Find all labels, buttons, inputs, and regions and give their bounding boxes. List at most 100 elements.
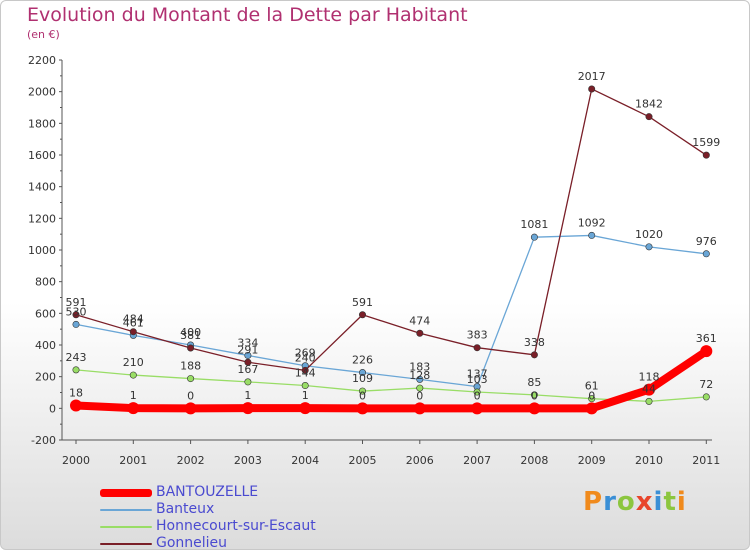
data-label: 128: [409, 369, 430, 382]
data-label: 0: [474, 389, 481, 402]
legend-item: Banteux: [100, 501, 360, 518]
legend: BANTOUZELLE Banteux Honnecourt-sur-Escaut G…: [100, 484, 360, 552]
legend-label: Honnecourt-sur-Escaut: [156, 518, 316, 534]
data-label: 243: [66, 351, 87, 364]
data-label: 226: [352, 354, 373, 367]
data-point: [471, 402, 484, 415]
x-tick-label: 2010: [635, 454, 663, 467]
legend-item: Gonnelieu: [100, 535, 360, 552]
data-label: 109: [352, 372, 373, 385]
data-point: [702, 393, 710, 401]
data-point: [530, 391, 538, 399]
data-label: 240: [295, 351, 316, 364]
data-point: [358, 369, 366, 377]
data-label: 269: [295, 347, 316, 360]
data-point: [356, 402, 369, 415]
data-label: 591: [352, 296, 373, 309]
data-label: 338: [524, 336, 545, 349]
data-point: [70, 399, 82, 412]
data-point: [702, 151, 710, 159]
data-label: 1599: [692, 136, 720, 149]
data-label: 0: [588, 389, 595, 402]
x-tick-label: 2004: [291, 454, 319, 467]
data-point: [416, 384, 424, 392]
data-point: [413, 402, 426, 415]
data-point: [127, 402, 140, 415]
data-label: 530: [66, 305, 87, 318]
data-label: 0: [416, 389, 423, 402]
data-point: [702, 250, 710, 258]
data-label: 118: [639, 371, 660, 384]
line-chart: -200020040060080010001200140016001800200…: [28, 54, 720, 467]
data-label: 976: [696, 235, 717, 248]
series-line-Gonnelieu: [75, 88, 707, 371]
y-tick-label: 1600: [28, 149, 56, 162]
data-point: [473, 344, 481, 352]
data-point: [358, 311, 366, 319]
legend-swatch: [100, 526, 152, 528]
data-point: [588, 85, 596, 93]
legend-label: Gonnelieu: [156, 535, 228, 551]
data-point: [244, 378, 252, 386]
x-tick-label: 2006: [406, 454, 434, 467]
data-label: 0: [531, 389, 538, 402]
x-tick-label: 2008: [520, 454, 548, 467]
data-label: 1092: [578, 216, 606, 229]
data-point: [184, 402, 197, 415]
data-point: [358, 387, 366, 395]
y-tick-label: 200: [35, 371, 56, 384]
x-tick-label: 2005: [349, 454, 377, 467]
data-point: [645, 397, 653, 405]
data-point: [244, 351, 252, 359]
data-point: [528, 402, 541, 415]
y-tick-label: -200: [31, 434, 56, 447]
y-tick-label: 1800: [28, 117, 56, 130]
x-tick-label: 2011: [692, 454, 720, 467]
y-tick-label: 800: [35, 276, 56, 289]
data-label: 18: [69, 386, 83, 399]
y-tick-label: 400: [35, 339, 56, 352]
data-label: 1842: [635, 98, 663, 111]
data-label: 361: [696, 332, 717, 345]
data-label: 167: [237, 363, 258, 376]
data-point: [588, 231, 596, 239]
data-point: [643, 383, 655, 396]
data-point: [530, 351, 538, 359]
data-point: [244, 358, 252, 366]
data-label: 461: [123, 316, 144, 329]
y-tick-label: 2200: [28, 54, 56, 67]
data-label: 137: [467, 368, 488, 381]
data-point: [72, 366, 80, 374]
series-line-Banteux: [75, 234, 707, 388]
chart-title: Evolution du Montant de la Dette par Hab…: [27, 4, 468, 26]
y-tick-label: 1200: [28, 212, 56, 225]
data-label: 1: [130, 389, 137, 402]
data-label: 474: [409, 314, 430, 327]
data-point: [187, 375, 195, 383]
y-tick-label: 1400: [28, 181, 56, 194]
series-line-Honnecourt-sur-Escaut: [75, 369, 707, 403]
data-point: [301, 382, 309, 390]
data-point: [72, 320, 80, 328]
data-point: [530, 233, 538, 241]
proxiti-logo: Proxiti: [583, 487, 687, 517]
y-tick-label: 2000: [28, 86, 56, 99]
data-point: [416, 375, 424, 383]
data-label: 183: [409, 360, 430, 373]
data-label: 591: [66, 296, 87, 309]
data-label: 291: [237, 343, 258, 356]
x-tick-label: 2007: [463, 454, 491, 467]
data-point: [700, 345, 713, 358]
data-label: 381: [180, 329, 201, 342]
x-tick-label: 2001: [119, 454, 147, 467]
data-label: 85: [527, 376, 541, 389]
data-label: 2017: [578, 70, 606, 83]
data-point: [187, 344, 195, 352]
legend-label: BANTOUZELLE: [156, 484, 259, 500]
chart-subtitle: (en €): [27, 28, 60, 41]
data-label: 334: [237, 336, 258, 349]
x-tick-label: 2000: [62, 454, 90, 467]
data-point: [645, 113, 653, 121]
data-label: 1020: [635, 228, 663, 241]
